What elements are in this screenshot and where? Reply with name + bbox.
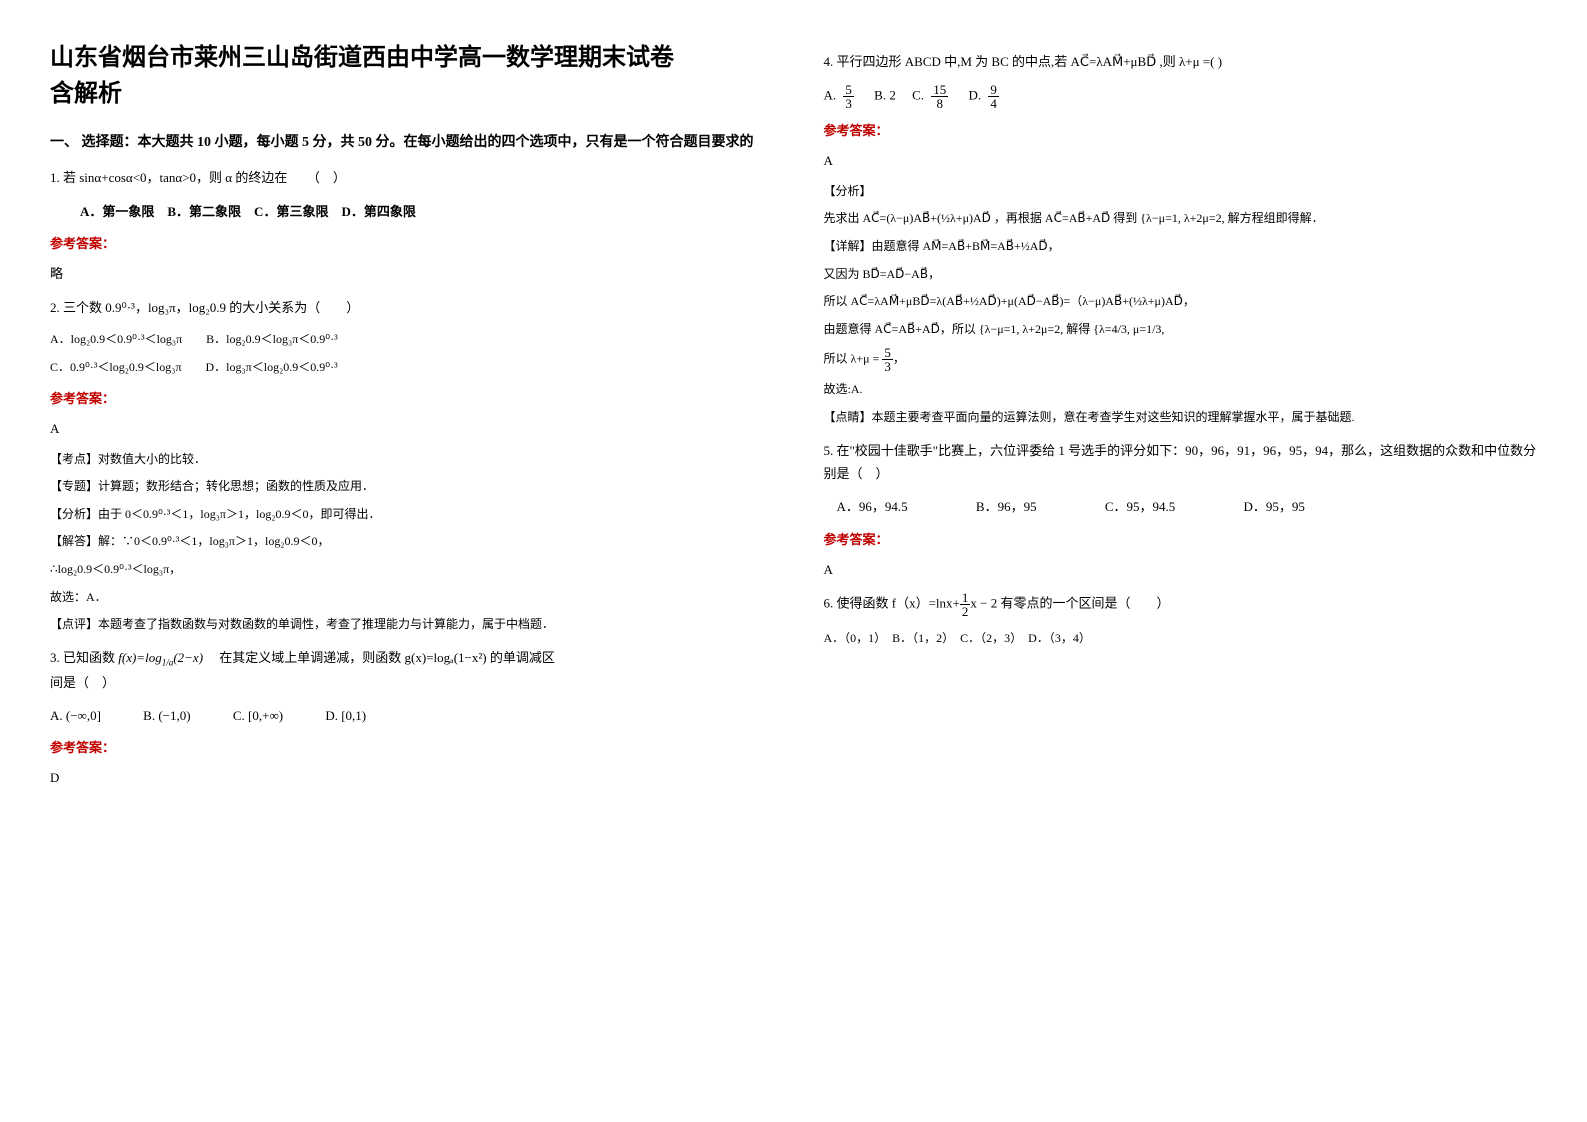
answer-label: 参考答案：: [50, 388, 764, 407]
section-heading: 一、 选择题：本大题共 10 小题，每小题 5 分，共 50 分。在每小题给出的…: [50, 132, 764, 154]
q4-line1: 先求出 AC⃗=(λ−μ)AB⃗+(½λ+μ)AD⃗ ，再根据 AC⃗=AB⃗+…: [824, 208, 1538, 230]
answer-label: 参考答案：: [824, 120, 1538, 139]
answer-label: 参考答案：: [50, 233, 764, 252]
q5-opt-d: D．95，95: [1244, 499, 1305, 514]
q4-choose: 故选:A.: [824, 379, 1538, 401]
q5-opt-a: A．96，94.5: [837, 499, 908, 514]
q5-opt-b: B．96，95: [976, 499, 1037, 514]
title-line-1: 山东省烟台市莱州三山岛街道西由中学高一数学理期末试卷: [50, 45, 674, 71]
question-5-options: A．96，94.5 B．96，95 C．95，94.5 D．95，95: [824, 495, 1538, 518]
q3-opt-d: D. [0,1): [325, 708, 366, 723]
answer-label: 参考答案：: [824, 529, 1538, 548]
question-1-answer: 略: [50, 262, 764, 285]
question-4-answer: A: [824, 149, 1538, 172]
page: 山东省烟台市莱州三山岛街道西由中学高一数学理期末试卷 含解析 一、 选择题：本大…: [0, 0, 1587, 1122]
q5-opt-c: C．95，94.5: [1105, 499, 1175, 514]
q4-detail: 【详解】由题意得 AM⃗=AB⃗+BM⃗=AB⃗+½AD⃗，: [824, 236, 1538, 258]
q4-opt-b: B. 2: [874, 88, 896, 103]
q3-opt-c: C. [0,+∞): [233, 708, 283, 723]
document-title: 山东省烟台市莱州三山岛街道西由中学高一数学理期末试卷 含解析: [50, 40, 764, 112]
question-2: 2. 三个数 0.9⁰·³，log₃π，log₂0.9 的大小关系为（ ）: [50, 296, 764, 319]
q6-post: x − 2 有零点的一个区间是（ ）: [970, 596, 1169, 611]
question-3: 3. 已知函数 f(x)=log1/a(2−x) 在其定义域上单调递减，则函数 …: [50, 646, 764, 694]
question-6-options: A．（0，1） B．（1，2） C．（2，3） D．（3，4）: [824, 628, 1538, 650]
question-2-kaodian: 【考点】对数值大小的比较．: [50, 449, 764, 471]
q4-opt-c-frac: 158: [931, 83, 948, 110]
question-3-answer: D: [50, 766, 764, 789]
question-5-answer: A: [824, 558, 1538, 581]
right-column: 4. 平行四边形 ABCD 中,M 为 BC 的中点,若 AC⃗=λAM⃗+μB…: [794, 0, 1587, 1122]
question-2-analysis: 【分析】由于 0＜0.9⁰·³＜1，log₃π＞1，log₂0.9＜0，即可得出…: [50, 504, 764, 526]
question-2-review: 【点评】本题考查了指数函数与对数函数的单调性，考查了推理能力与计算能力，属于中档…: [50, 614, 764, 636]
q4-so-eq: AC⃗=λAM⃗+μBD⃗=λ(AB⃗+½AD⃗)+μ(AD⃗−AB⃗)=（λ−…: [851, 294, 1183, 308]
answer-label: 参考答案：: [50, 737, 764, 756]
question-2-topic: 【专题】计算题；数形结合；转化思想；函数的性质及应用．: [50, 476, 764, 498]
q4-final: 所以 λ+μ = 53，: [824, 346, 1538, 373]
question-1-options: A．第一象限 B．第二象限 C．第三象限 D．第四象限: [80, 200, 764, 223]
left-column: 山东省烟台市莱州三山岛街道西由中学高一数学理期末试卷 含解析 一、 选择题：本大…: [0, 0, 794, 1122]
q3-opt-b: B. (−1,0): [143, 708, 190, 723]
q4-so-pre: 所以: [824, 294, 848, 308]
question-2-solve3: 故选：A．: [50, 587, 764, 609]
question-4-options: A. 53 B. 2 C. 158 D. 94: [824, 83, 1538, 110]
q3-opt-a: A. (−∞,0]: [50, 708, 101, 723]
question-2-option-row2: C．0.9⁰·³＜log₂0.9＜log₃π D．log₃π＜log₂0.9＜0…: [50, 357, 764, 379]
title-line-2: 含解析: [50, 81, 122, 107]
q4-fenxi-label: 【分析】: [824, 181, 1538, 203]
q4-also: 又因为 BD⃗=AD⃗−AB⃗，: [824, 264, 1538, 286]
q3-formula: f(x)=log1/a(2−x): [118, 650, 203, 665]
question-4: 4. 平行四边形 ABCD 中,M 为 BC 的中点,若 AC⃗=λAM⃗+μB…: [824, 50, 1538, 73]
q6-pre: 6. 使得函数 f（x）=lnx+: [824, 596, 960, 611]
q3-text-mid: 在其定义域上单调递减，则函数 g(x)=logₐ(1−x²) 的单调减区: [206, 650, 555, 665]
q4-final-pre: 所以: [824, 352, 848, 366]
q3-text-post: 间是（ ）: [50, 675, 115, 690]
q4-so: 所以 AC⃗=λAM⃗+μBD⃗=λ(AB⃗+½AD⃗)+μ(AD⃗−AB⃗)=…: [824, 291, 1538, 313]
question-2-answer: A: [50, 417, 764, 440]
q3-text-pre: 3. 已知函数: [50, 650, 115, 665]
question-2-solve2: ∴log₂0.9＜0.9⁰·³＜log₃π，: [50, 559, 764, 581]
q4-detail-eq: AM⃗=AB⃗+BM⃗=AB⃗+½AD⃗: [923, 239, 1048, 253]
q4-final-frac: 53: [882, 346, 893, 373]
q4-opt-a-frac: 53: [843, 83, 854, 110]
question-1: 1. 若 sinα+cosα<0，tanα>0，则 α 的终边在 （ ）: [50, 166, 764, 189]
question-2-solve: 【解答】解：∵0＜0.9⁰·³＜1，log₃π＞1，log₂0.9＜0，: [50, 531, 764, 553]
q4-detail-label: 【详解】由题意得: [824, 239, 920, 253]
q6-frac: 12: [960, 591, 971, 618]
question-2-option-row1: A．log₂0.9＜0.9⁰·³＜log₃π B．log₂0.9＜log₃π＜0…: [50, 329, 764, 351]
question-5: 5. 在"校园十佳歌手"比赛上，六位评委给 1 号选手的评分如下：90，96，9…: [824, 439, 1538, 486]
q4-note: 【点睛】本题主要考查平面向量的运算法则，意在考查学生对这些知识的理解掌握水平，属…: [824, 407, 1538, 429]
q4-from: 由题意得 AC⃗=AB⃗+AD⃗，所以 {λ−μ=1, λ+2μ=2, 解得 {…: [824, 319, 1538, 341]
q4-opt-d-frac: 94: [988, 83, 999, 110]
question-3-options: A. (−∞,0] B. (−1,0) C. [0,+∞) D. [0,1): [50, 704, 764, 727]
question-6: 6. 使得函数 f（x）=lnx+12x − 2 有零点的一个区间是（ ）: [824, 591, 1538, 618]
